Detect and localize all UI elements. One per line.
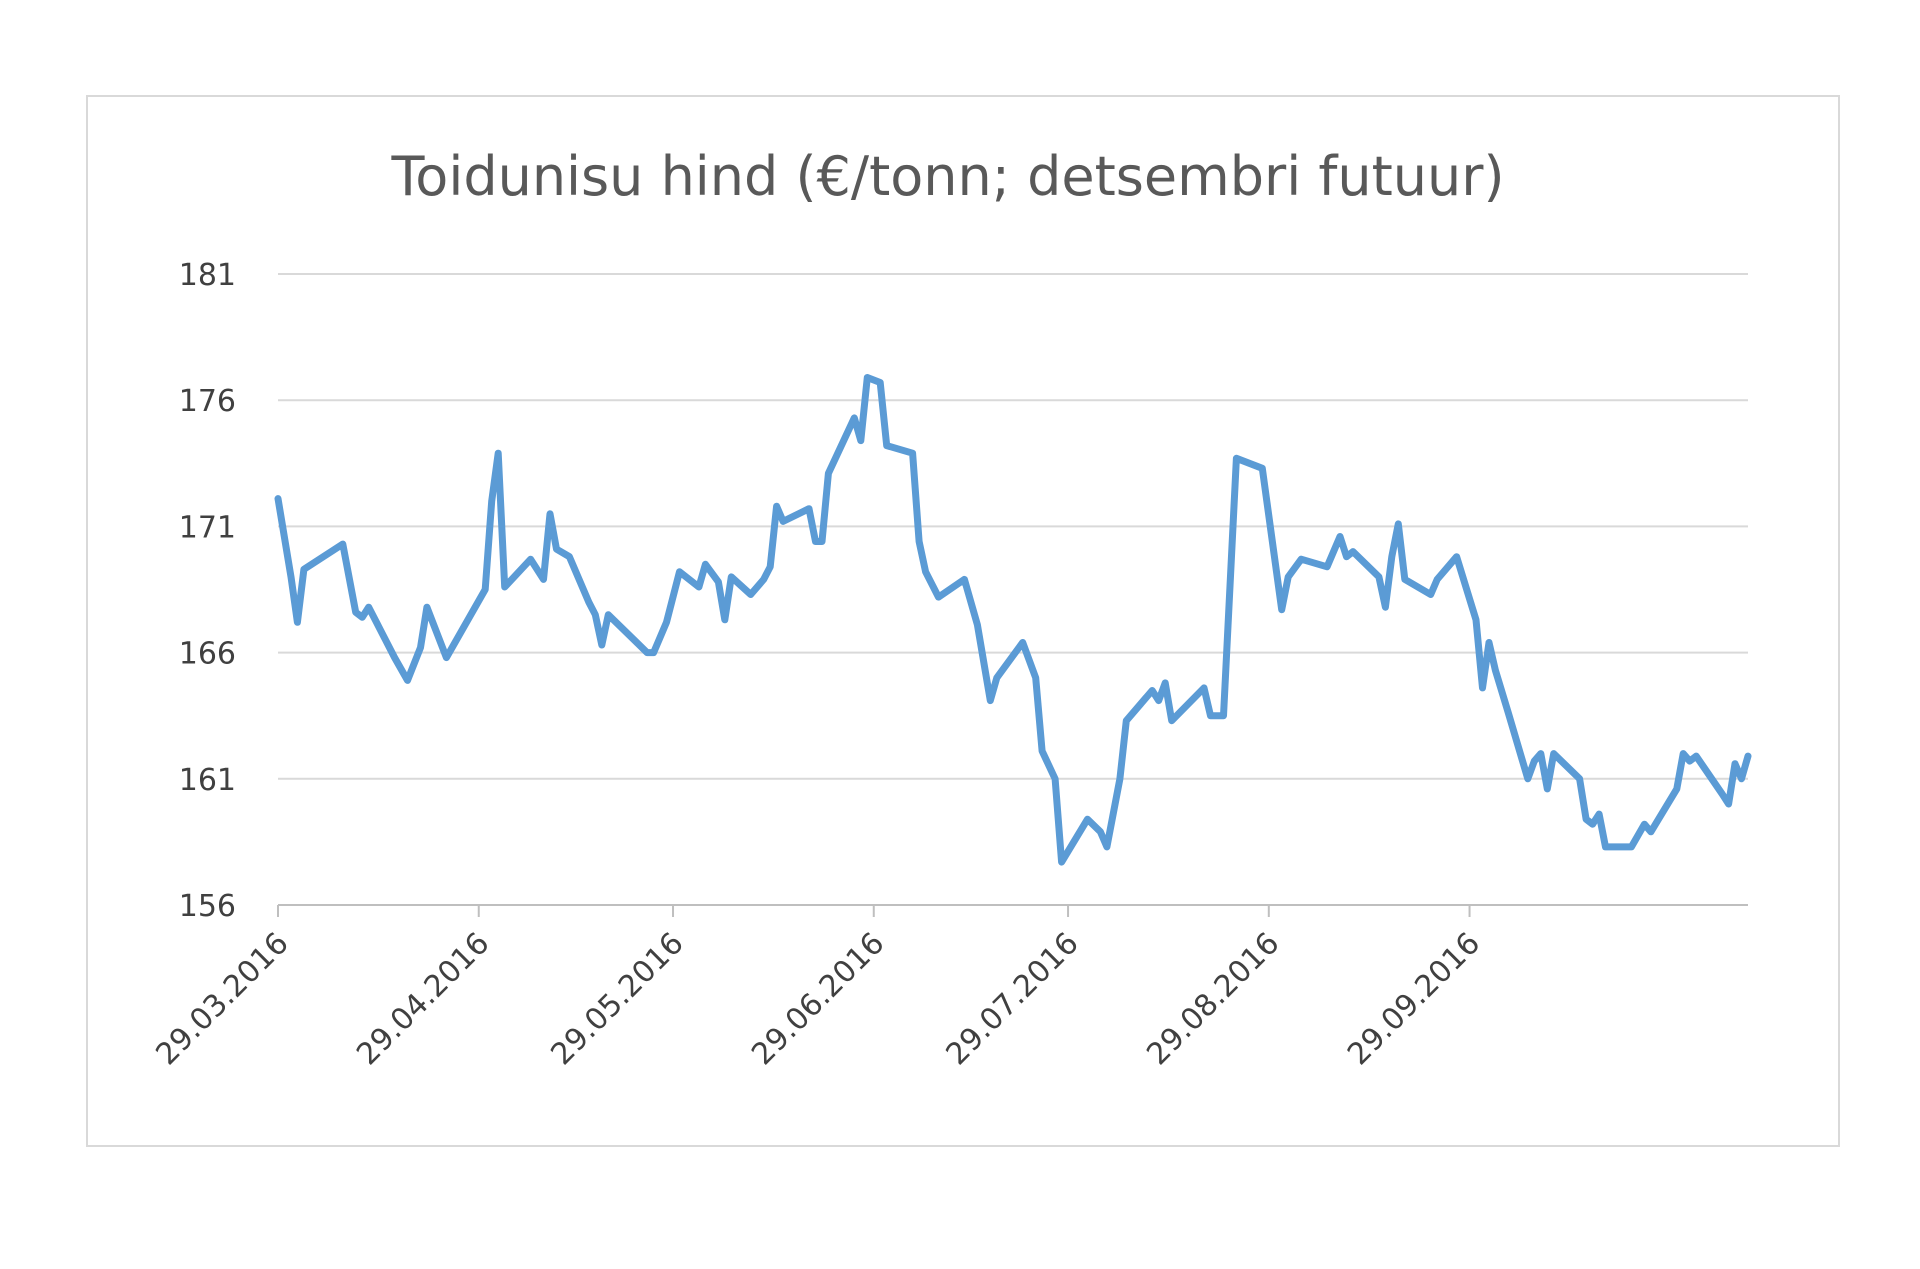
x-tick-label: 29.08.2016 xyxy=(1140,926,1286,1072)
price-series-line xyxy=(274,374,1752,866)
x-tick-label: 29.04.2016 xyxy=(350,926,496,1072)
y-tick-label: 156 xyxy=(179,889,236,924)
y-axis-tick-labels: 156 161 166 171 176 181 xyxy=(179,258,236,924)
series-layer xyxy=(274,374,1752,866)
x-tick-label: 29.06.2016 xyxy=(745,926,891,1072)
y-tick-label: 181 xyxy=(179,258,236,293)
x-tick-label: 29.03.2016 xyxy=(149,926,295,1072)
y-tick-label: 166 xyxy=(179,637,236,672)
x-tick-label: 29.05.2016 xyxy=(544,926,690,1072)
y-tick-label: 176 xyxy=(179,384,236,419)
x-tick-label: 29.09.2016 xyxy=(1341,926,1487,1072)
y-tick-label: 161 xyxy=(179,763,236,798)
chart-frame: Toidunisu hind (€/tonn; detsembri futuur… xyxy=(86,95,1840,1147)
x-tick-label: 29.07.2016 xyxy=(939,926,1085,1072)
chart-title: Toidunisu hind (€/tonn; detsembri futuur… xyxy=(390,145,1504,208)
gridlines xyxy=(278,273,1748,780)
line-chart: Toidunisu hind (€/tonn; detsembri futuur… xyxy=(149,145,1752,1072)
y-tick-label: 171 xyxy=(179,510,236,545)
x-axis-tick-labels: 29.03.2016 29.04.2016 29.05.2016 29.06.2016… xyxy=(149,926,1487,1072)
x-axis xyxy=(277,904,1748,917)
